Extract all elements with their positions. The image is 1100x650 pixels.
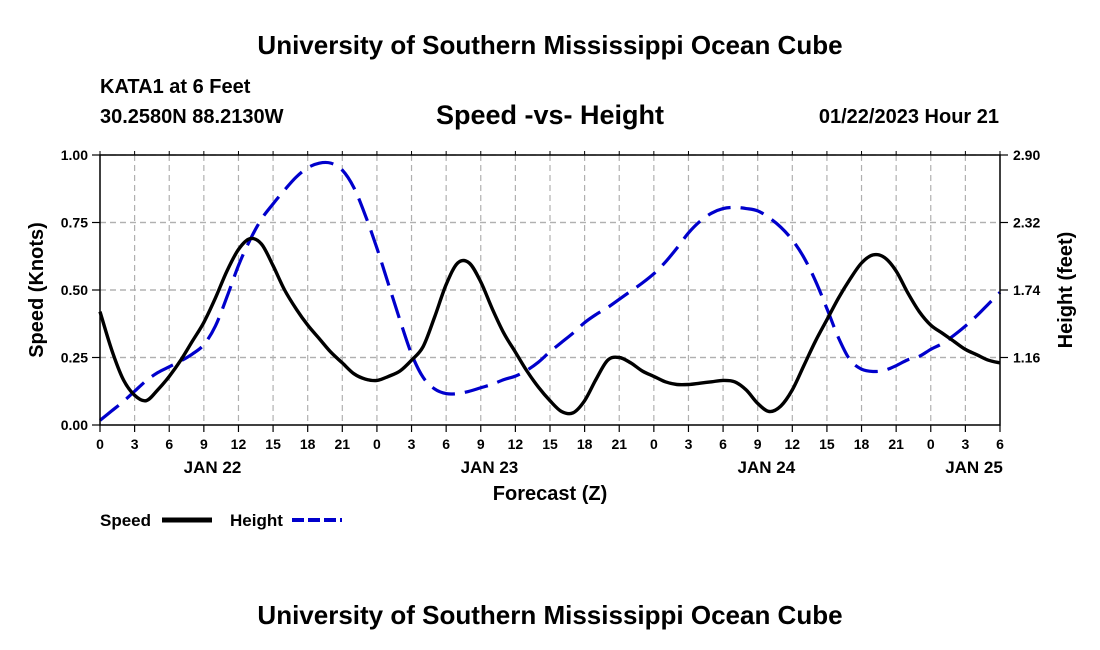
x-tick-label: 18 bbox=[300, 436, 316, 452]
x-day-label: JAN 23 bbox=[461, 458, 519, 477]
footer-title: University of Southern Mississippi Ocean… bbox=[257, 600, 843, 630]
station-coordinates: 30.2580N 88.2130W bbox=[100, 106, 284, 128]
x-tick-label: 3 bbox=[408, 436, 416, 452]
series-layer bbox=[98, 160, 1002, 422]
x-tick-label: 21 bbox=[888, 436, 904, 452]
x-tick-label: 6 bbox=[165, 436, 173, 452]
x-tick-label: 3 bbox=[961, 436, 969, 452]
x-tick-label: 21 bbox=[611, 436, 627, 452]
x-tick-label: 18 bbox=[577, 436, 593, 452]
chart-subtitle: Speed -vs- Height bbox=[435, 100, 665, 130]
x-tick-label: 9 bbox=[754, 436, 762, 452]
y2-tick-label: 1.16 bbox=[1013, 350, 1040, 366]
grid-lines bbox=[100, 154, 1000, 425]
x-tick-label: 15 bbox=[265, 436, 281, 452]
x-tick-label: 15 bbox=[819, 436, 835, 452]
x-day-label: JAN 22 bbox=[184, 458, 242, 477]
x-tick-label: 18 bbox=[854, 436, 870, 452]
series-line-speed bbox=[98, 236, 1001, 416]
x-day-label: JAN 24 bbox=[738, 458, 796, 477]
y-axis-title: Speed (Knots) bbox=[26, 222, 48, 358]
x-tick-label: 0 bbox=[373, 436, 381, 452]
x-tick-label: 6 bbox=[442, 436, 450, 452]
y2-tick-label: 2.90 bbox=[1013, 147, 1040, 163]
x-tick-label: 21 bbox=[335, 436, 351, 452]
x-tick-label: 12 bbox=[508, 436, 524, 452]
x-day-label: JAN 25 bbox=[945, 458, 1003, 477]
legend-label-height: Height bbox=[230, 511, 283, 530]
y2-tick-label: 1.74 bbox=[1013, 282, 1040, 298]
y-tick-label: 0.25 bbox=[61, 350, 88, 366]
station-label: KATA1 at 6 Feet bbox=[100, 76, 251, 98]
chart-title: University of Southern Mississippi Ocean… bbox=[257, 30, 843, 60]
x-tick-label: 0 bbox=[650, 436, 658, 452]
x-tick-label: 12 bbox=[231, 436, 247, 452]
x-tick-label: 9 bbox=[200, 436, 208, 452]
x-tick-label: 3 bbox=[685, 436, 693, 452]
y-tick-label: 0.50 bbox=[61, 282, 88, 298]
y-tick-label: 0.75 bbox=[61, 215, 88, 231]
forecast-datetime: 01/22/2023 Hour 21 bbox=[818, 106, 999, 128]
axis-ticks: 0 3 6 9 12 15 18 21 0 3 6 9 12 15 18 21 0 3 6 9 12 15 18 21 0 3 6J… bbox=[61, 147, 1041, 477]
legend-label-speed: Speed bbox=[100, 511, 151, 530]
series-line-height bbox=[98, 160, 1002, 422]
x-tick-label: 12 bbox=[785, 436, 801, 452]
x-tick-label: 0 bbox=[96, 436, 104, 452]
x-tick-label: 9 bbox=[477, 436, 485, 452]
x-tick-label: 6 bbox=[719, 436, 727, 452]
x-axis-title: Forecast (Z) bbox=[493, 483, 607, 505]
y2-axis-title: Height (feet) bbox=[1055, 232, 1077, 349]
y-tick-label: 0.00 bbox=[61, 417, 88, 433]
x-tick-label: 0 bbox=[927, 436, 935, 452]
x-tick-label: 6 bbox=[996, 436, 1004, 452]
y-tick-label: 1.00 bbox=[61, 147, 88, 163]
legend: Speed Height bbox=[100, 511, 342, 530]
y2-tick-label: 2.32 bbox=[1013, 215, 1040, 231]
x-tick-label: 15 bbox=[542, 436, 558, 452]
x-tick-label: 3 bbox=[131, 436, 139, 452]
